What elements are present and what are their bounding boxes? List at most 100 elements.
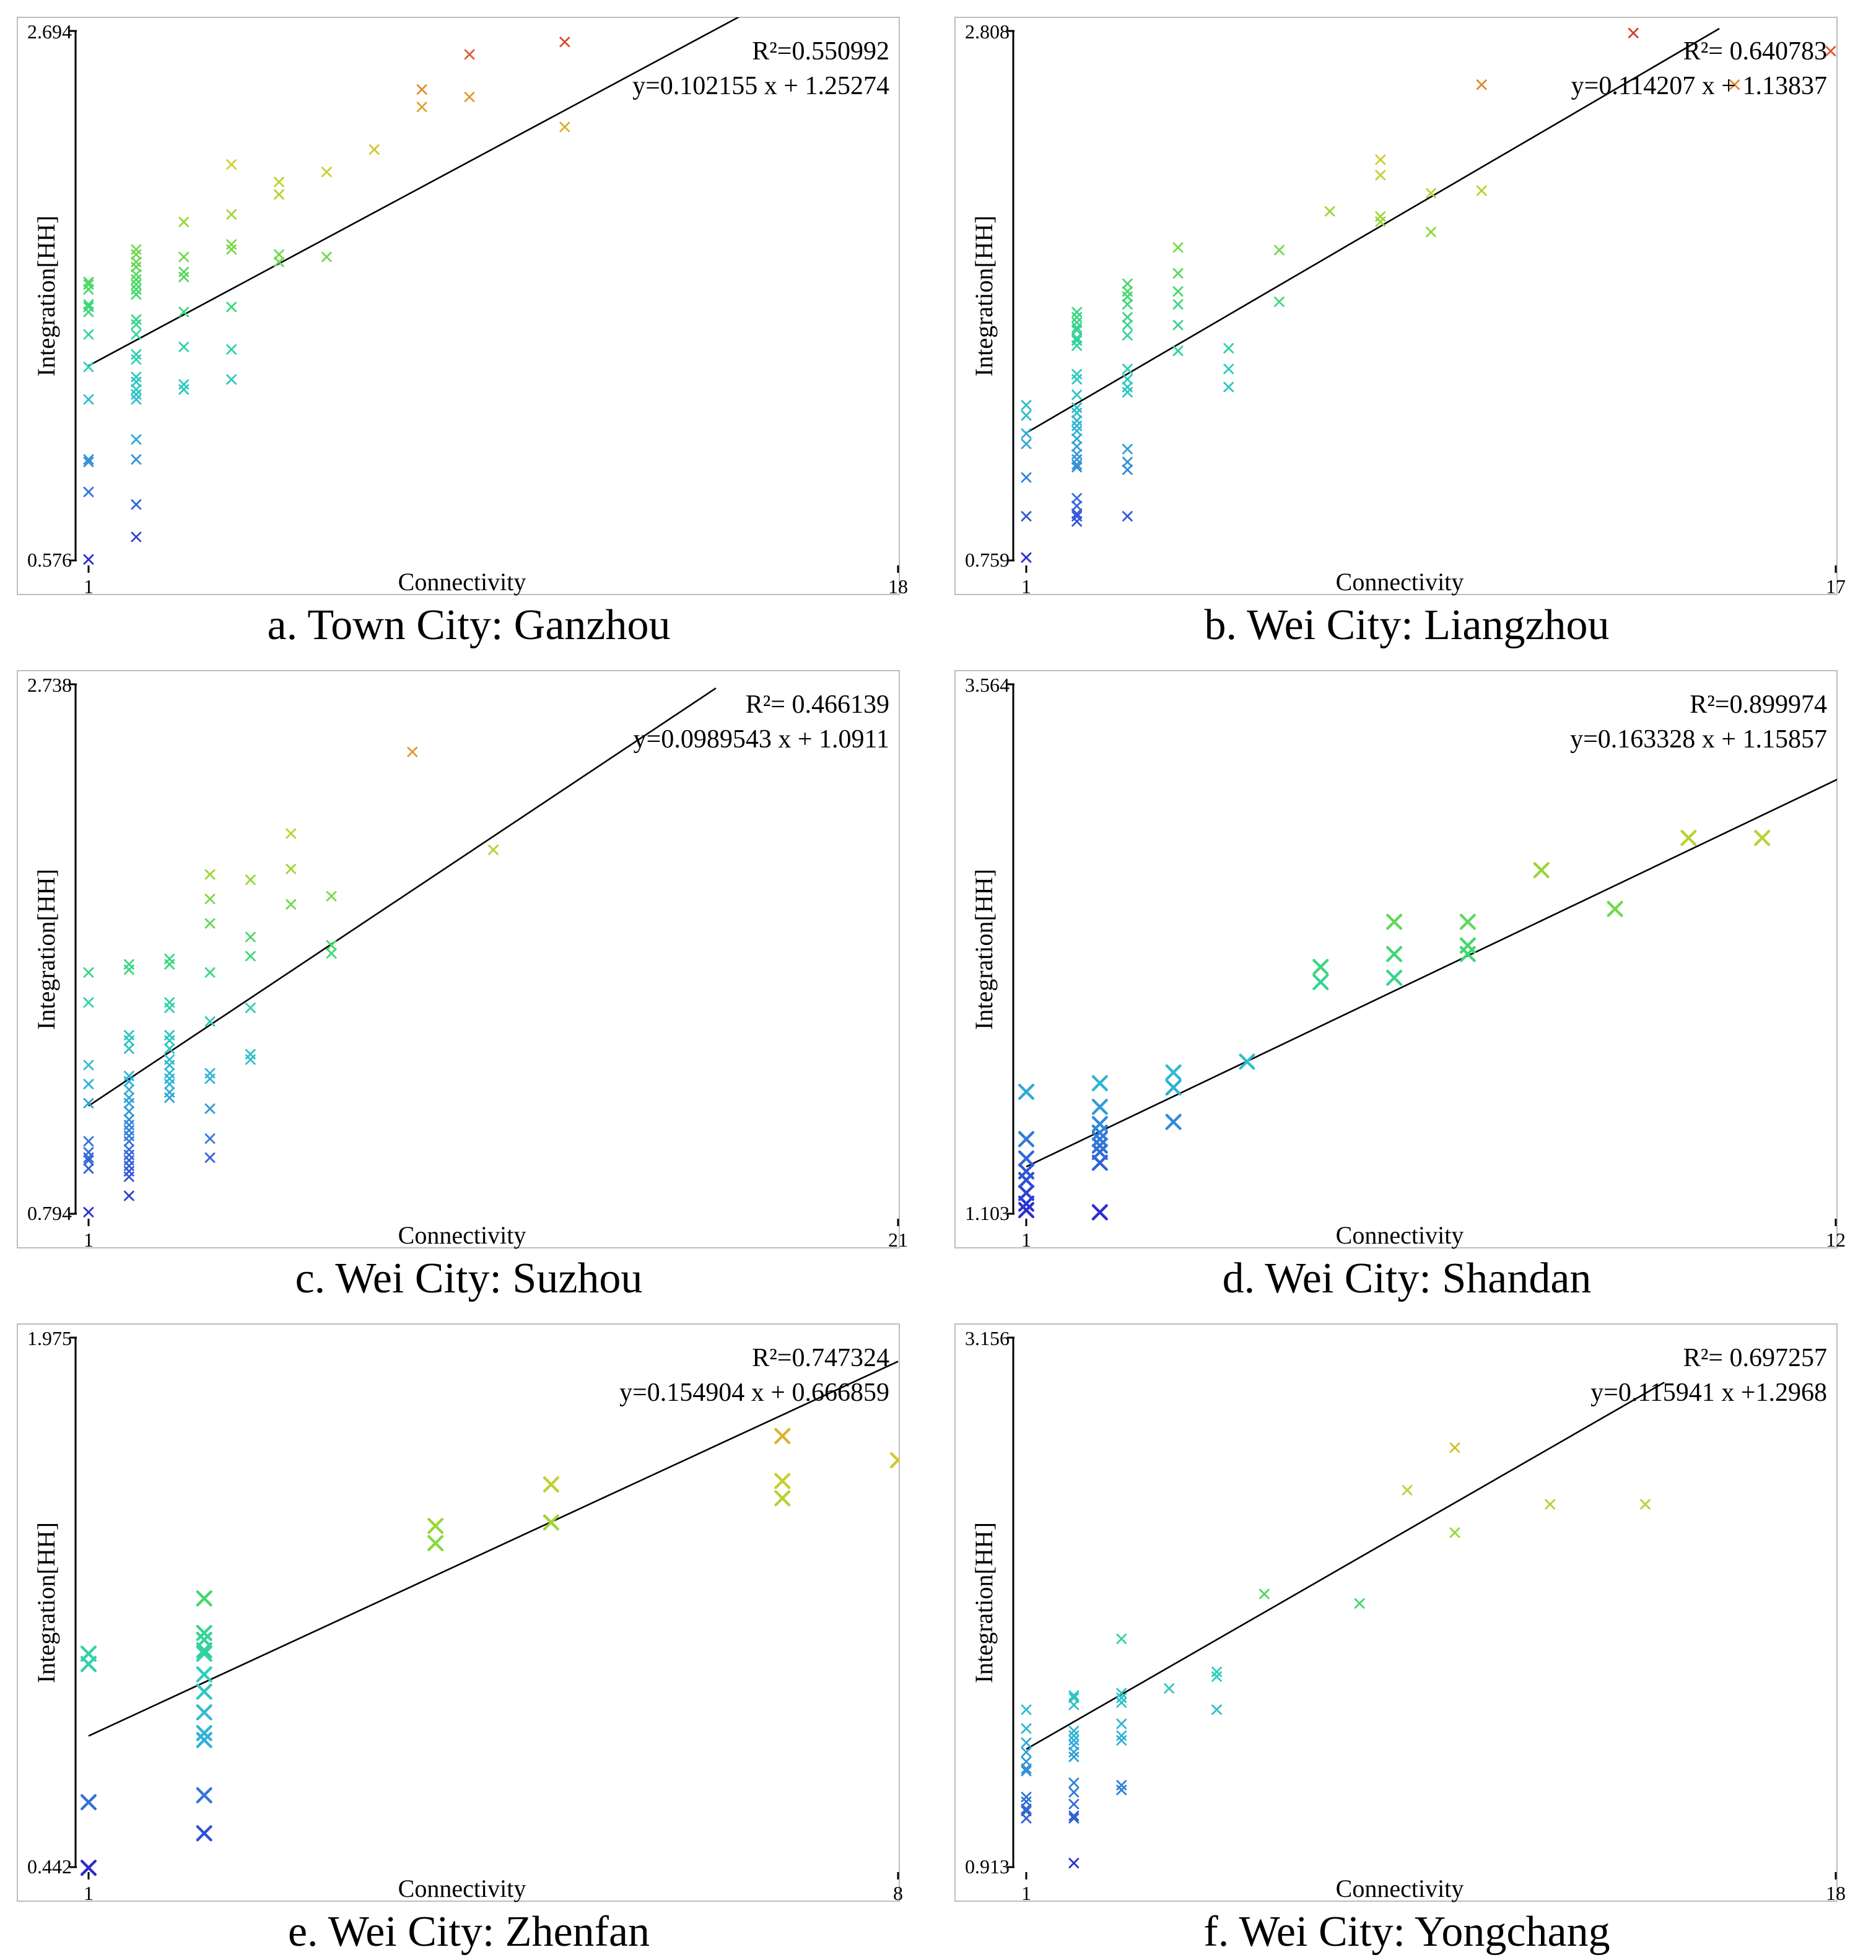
y-tick-label-top-c: 2.738: [27, 674, 72, 696]
data-point-f: [1068, 1699, 1080, 1710]
data-point-a: [131, 269, 142, 280]
data-point-e: [889, 1452, 899, 1469]
y-tick-label-top-e: 1.975: [27, 1327, 72, 1349]
data-point-b: [1071, 433, 1083, 444]
data-point-b: [1071, 441, 1083, 452]
data-point-a: [83, 329, 94, 340]
chart-title-a: a. Town City: Ganzhou: [267, 601, 671, 649]
data-point-e: [196, 1825, 212, 1842]
data-point-a: [321, 167, 332, 178]
data-point-a: [131, 314, 142, 325]
data-point-f: [1068, 1725, 1080, 1736]
data-point-b: [1071, 461, 1083, 473]
data-point-f: [1116, 1633, 1127, 1644]
data-point-c: [245, 951, 256, 962]
data-point-d: [1165, 1113, 1182, 1130]
data-point-b: [1071, 415, 1083, 426]
scatter-chart-d: 3.564 1.103 1 12 Connectivity Integration[HH]…: [954, 670, 1846, 1251]
data-point-a: [178, 266, 190, 277]
data-point-f: [1640, 1499, 1651, 1510]
data-point-b: [1071, 368, 1083, 380]
panel-b: 2.808 0.759 1 17 Connectivity Integration[HH]…: [938, 0, 1876, 653]
x-tick-label-right-f: 18: [1826, 1882, 1846, 1904]
data-point-f: [1021, 1746, 1032, 1757]
data-point-d: [1091, 1144, 1108, 1161]
data-point-c: [164, 1030, 175, 1040]
data-point-d: [1459, 913, 1476, 930]
r-squared-label-b: R²= 0.640783: [1683, 37, 1827, 66]
data-point-a: [178, 217, 190, 227]
data-point-e: [196, 1787, 212, 1804]
data-point-b: [1071, 402, 1083, 413]
data-point-d: [1165, 1079, 1182, 1096]
data-point-c: [83, 1060, 94, 1071]
data-point-f: [1259, 1588, 1270, 1600]
data-point-a: [416, 102, 427, 113]
data-point-d: [1607, 900, 1623, 917]
y-axis-label-e: Integration[HH]: [32, 1522, 60, 1683]
data-point-e: [543, 1514, 559, 1531]
data-point-d: [1680, 830, 1697, 847]
plot-frame-f: [954, 1323, 1838, 1902]
data-point-d: [1018, 1150, 1035, 1167]
data-point-d: [1091, 1116, 1108, 1133]
data-point-a: [416, 84, 427, 95]
data-point-d: [1386, 913, 1403, 930]
equation-label-c: y=0.0989543 x + 1.0911: [634, 725, 889, 754]
data-point-b: [1122, 330, 1133, 341]
data-point-f: [1021, 1704, 1032, 1715]
regression-line-a: [88, 17, 740, 367]
data-point-b: [1223, 364, 1234, 375]
data-point-a: [83, 279, 94, 290]
x-axis-label-d: Connectivity: [1336, 1221, 1464, 1249]
data-point-b: [1122, 278, 1133, 289]
data-point-b: [1021, 552, 1032, 563]
data-point-c: [286, 828, 297, 839]
data-point-f: [1354, 1598, 1365, 1609]
r-squared-label-e: R²=0.747324: [752, 1344, 889, 1372]
data-point-b: [1122, 286, 1133, 297]
data-point-a: [178, 251, 190, 263]
data-point-f: [1116, 1688, 1127, 1699]
data-point-d: [1091, 1099, 1108, 1115]
data-point-a: [464, 49, 475, 60]
data-point-e: [196, 1590, 212, 1607]
data-point-b: [1021, 428, 1032, 439]
data-point-a: [178, 307, 190, 318]
data-point-c: [164, 1054, 175, 1065]
x-tick-label-left-f: 1: [1021, 1882, 1031, 1904]
data-point-a: [226, 239, 237, 250]
data-point-a: [321, 251, 332, 263]
data-point-a: [559, 121, 570, 133]
data-point-f: [1021, 1723, 1032, 1734]
data-point-b: [1122, 320, 1133, 331]
data-point-e: [543, 1476, 559, 1493]
data-point-f: [1021, 1806, 1032, 1817]
data-point-f: [1545, 1499, 1556, 1510]
data-point-b: [1122, 311, 1133, 323]
data-point-c: [164, 997, 175, 1008]
panel-d: 3.564 1.103 1 12 Connectivity Integration[HH]…: [938, 653, 1876, 1307]
data-point-c: [204, 869, 216, 880]
data-point-b: [1628, 27, 1639, 38]
data-point-c: [83, 1136, 94, 1147]
data-point-b: [1172, 299, 1184, 310]
panel-c: 2.738 0.794 1 21 Connectivity Integration[HH]…: [0, 653, 938, 1307]
equation-label-e: y=0.154904 x + 0.666859: [619, 1379, 889, 1407]
plot-frame-e: [17, 1323, 900, 1902]
data-point-c: [245, 874, 256, 886]
data-point-f: [1068, 1810, 1080, 1821]
equation-label-a: y=0.102155 x + 1.25274: [632, 72, 889, 100]
data-layer-f: [1021, 1382, 1665, 1868]
data-point-c: [123, 1190, 134, 1201]
data-point-f: [1021, 1766, 1032, 1777]
chart-title-e: e. Wei City: Zhenfan: [287, 1908, 650, 1956]
data-point-c: [123, 1084, 134, 1095]
data-point-a: [226, 302, 237, 313]
data-point-d: [1091, 1204, 1108, 1221]
data-point-b: [1021, 399, 1032, 411]
data-layer-e: [80, 1361, 899, 1876]
data-point-e: [427, 1517, 444, 1534]
data-point-b: [1071, 307, 1083, 318]
regression-line-c: [88, 687, 717, 1107]
